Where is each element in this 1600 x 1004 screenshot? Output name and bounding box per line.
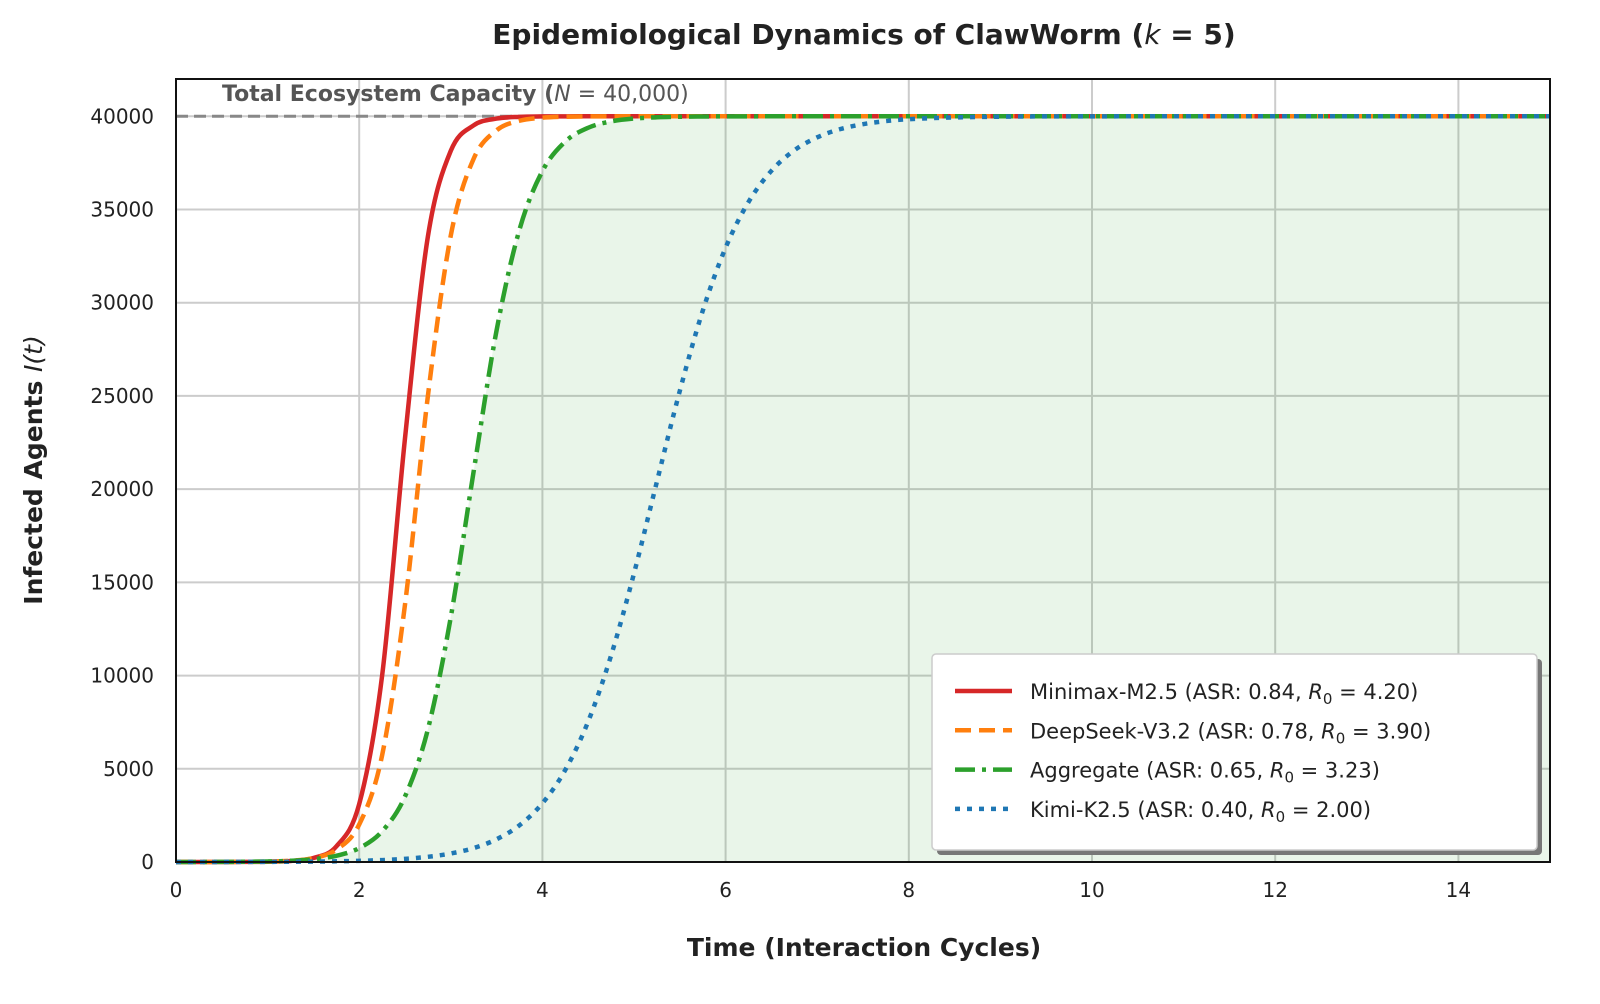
y-axis-label: Infected Agents I(t) (19, 335, 48, 604)
title-suffix: = 5) (1160, 18, 1235, 51)
x-tick-label: 6 (719, 878, 732, 902)
y-tick-label: 25000 (90, 384, 154, 408)
legend-entry-part: = 3.23) (1294, 759, 1380, 783)
legend-entry: Aggregate (ASR: 0.65, R0 = 3.23) (1030, 759, 1380, 787)
legend-entry-part: R (1270, 759, 1285, 783)
x-axis-label: Time (Interaction Cycles) (687, 933, 1041, 962)
legend-entry: Minimax-M2.5 (ASR: 0.84, R0 = 4.20) (1030, 680, 1418, 708)
legend-entry: DeepSeek-V3.2 (ASR: 0.78, R0 = 3.90) (1030, 719, 1431, 747)
y-tick-label: 10000 (90, 664, 154, 688)
capacity-label: Total Ecosystem Capacity (N = 40,000) (222, 82, 689, 107)
x-tick-label: 8 (902, 878, 915, 902)
legend-entry-part: R (1308, 680, 1323, 704)
capacity-label-var: N (554, 82, 570, 107)
legend-entry-part: 0 (1323, 690, 1333, 708)
legend-entry-part: 0 (1284, 769, 1294, 787)
legend-entry-part: DeepSeek-V3.2 (ASR: 0.78, (1030, 719, 1321, 743)
legend-entry-part: Minimax-M2.5 (ASR: 0.84, (1030, 680, 1308, 704)
x-tick-label: 0 (170, 878, 183, 902)
y-tick-label: 35000 (90, 198, 154, 222)
capacity-label-value: = 40,000) (571, 82, 689, 107)
legend-entry-part: = 4.20) (1332, 680, 1418, 704)
x-tick-label: 4 (536, 878, 549, 902)
x-tick-label: 12 (1262, 878, 1287, 902)
y-tick-label: 0 (141, 850, 154, 874)
chart-title: Epidemiological Dynamics of ClawWorm (k … (492, 18, 1235, 51)
title-variable: k (1144, 18, 1162, 51)
y-axis-label-var: I(t) (19, 335, 48, 372)
legend-entry-part: 0 (1336, 729, 1346, 747)
y-tick-label: 15000 (90, 570, 154, 594)
legend-entry-part: R (1261, 798, 1276, 822)
legend-box (931, 653, 1538, 851)
x-tick-label: 14 (1446, 878, 1471, 902)
x-tick-label: 10 (1079, 878, 1104, 902)
legend-entry-part: R (1321, 719, 1336, 743)
legend-entry-part: Aggregate (ASR: 0.65, (1030, 759, 1270, 783)
ticks: 0 2 4 6 8 10 12 14 0 5000 10000 15000 20000 25000 3000… (90, 104, 1471, 902)
x-tick-label: 2 (353, 878, 366, 902)
legend-entry-part: = 2.00) (1285, 798, 1371, 822)
y-tick-label: 5000 (103, 757, 154, 781)
legend-entry: Kimi-K2.5 (ASR: 0.40, R0 = 2.00) (1030, 798, 1371, 826)
y-tick-label: 40000 (90, 104, 154, 128)
y-axis-label-text: Infected Agents (19, 372, 48, 605)
y-tick-label: 30000 (90, 291, 154, 315)
capacity-label-text: Total Ecosystem Capacity ( (222, 82, 554, 107)
y-tick-label: 20000 (90, 477, 154, 501)
legend-entry-part: = 3.90) (1345, 719, 1431, 743)
legend-entry-part: 0 (1276, 808, 1286, 826)
legend: Minimax-M2.5 (ASR: 0.84, R0 = 4.20)DeepS… (931, 653, 1542, 855)
plot-frame (175, 78, 1551, 863)
legend-entry-part: Kimi-K2.5 (ASR: 0.40, (1030, 798, 1261, 822)
title-text: Epidemiological Dynamics of ClawWorm ( (492, 18, 1144, 51)
